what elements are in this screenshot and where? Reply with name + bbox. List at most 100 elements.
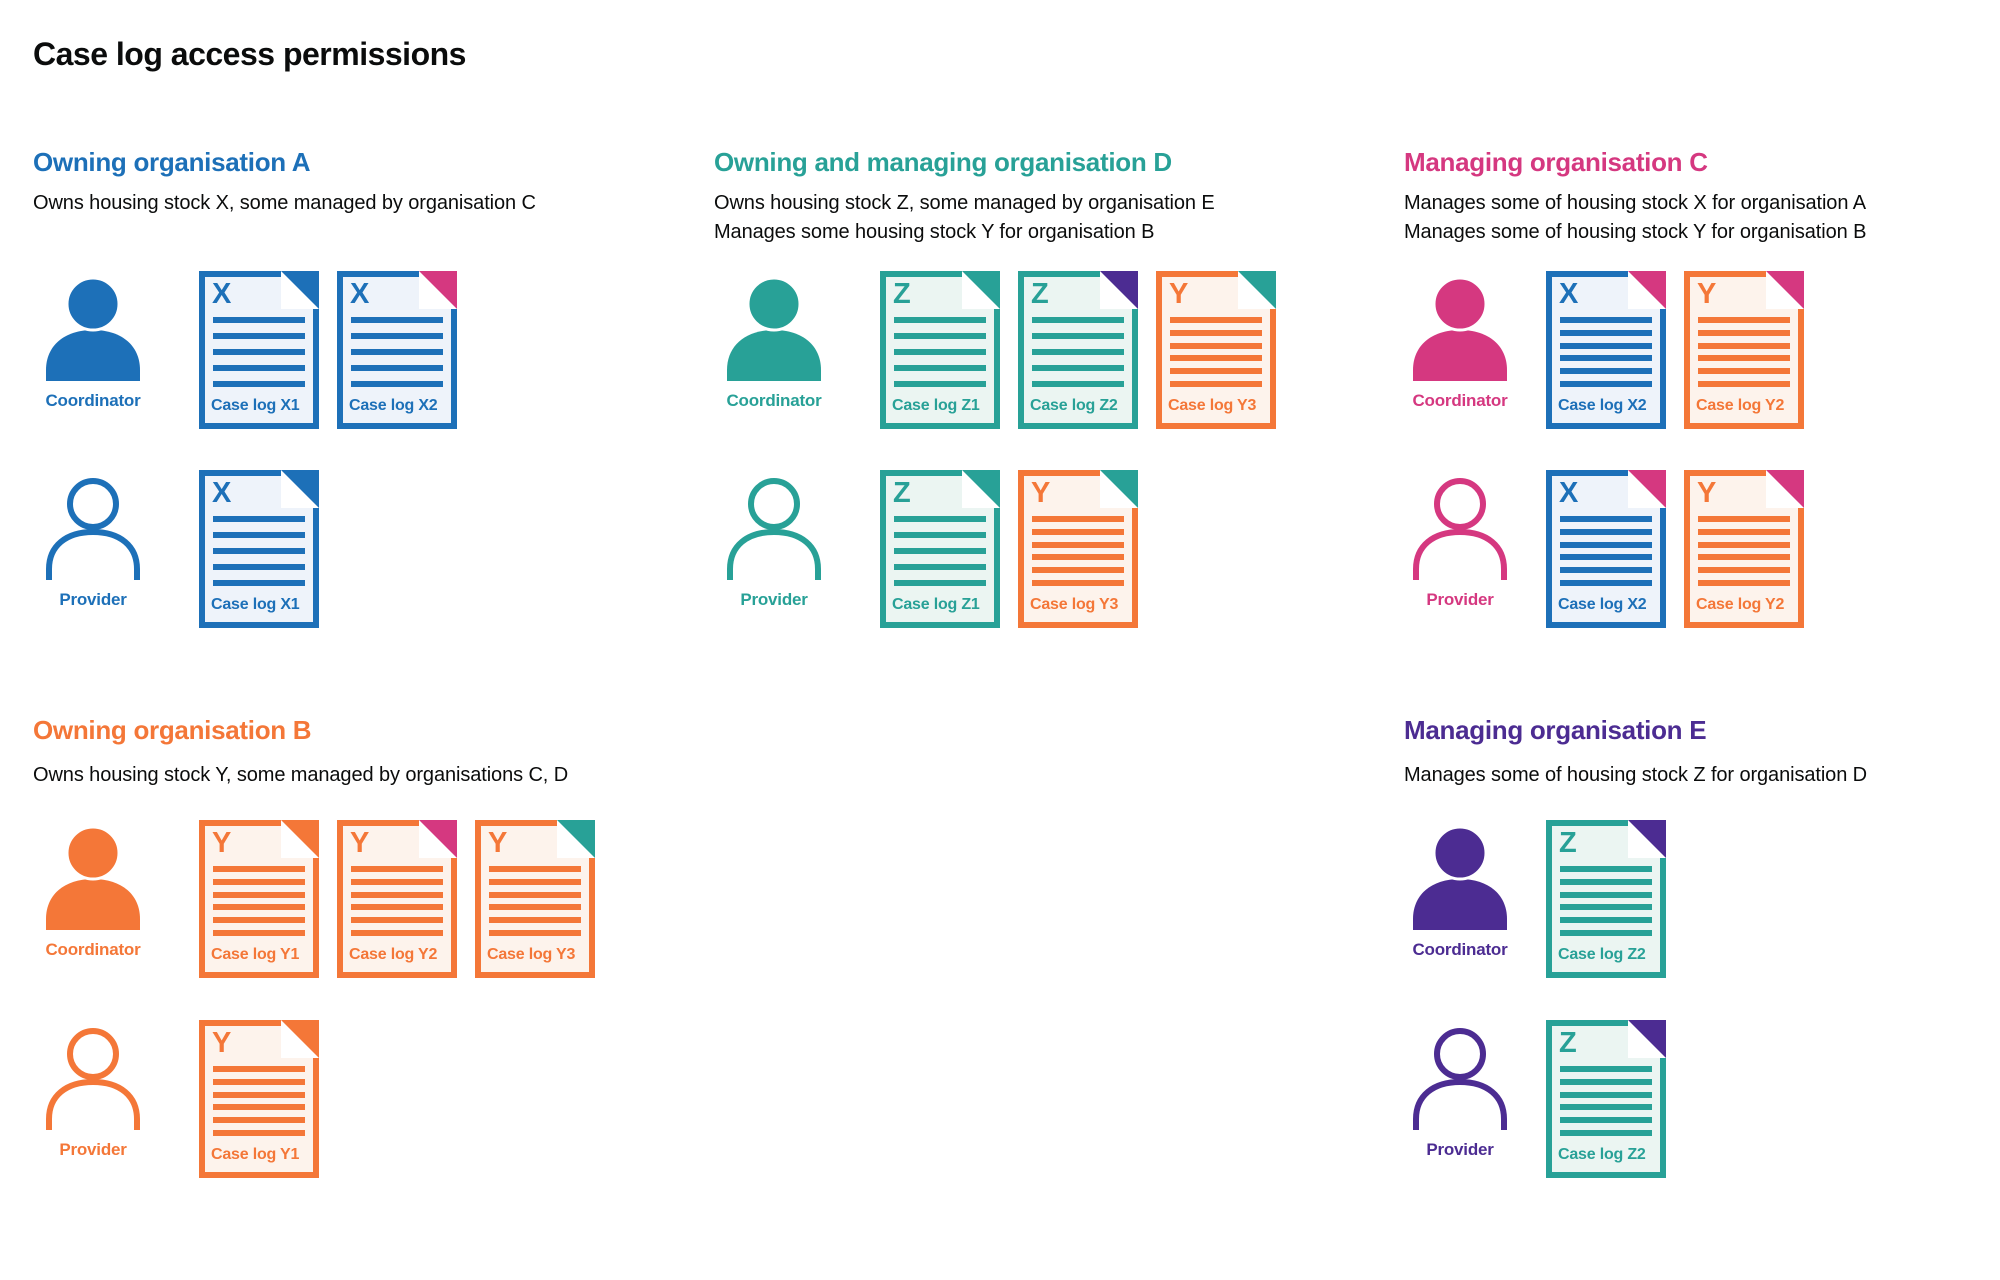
fold-flap-icon (281, 271, 319, 309)
case-log-document: Y Case log Y3 (1156, 271, 1276, 429)
person-role-label: Coordinator (45, 391, 141, 410)
person-role-label: Provider (740, 590, 808, 609)
text-line (351, 929, 443, 936)
case-log-documents: Z Case log Z2 (1546, 1020, 1666, 1178)
case-log-document: X Case log X2 (1546, 271, 1666, 429)
section-title: Owning and managing organisation D (714, 147, 1172, 177)
text-line (489, 891, 581, 898)
section-owning-organisation-b: Owning organisation B Owns housing stock … (33, 715, 693, 1178)
text-line (1032, 528, 1124, 535)
text-line (1698, 554, 1790, 561)
case-log-documents: X Case log X1 X Case log X2 (199, 271, 457, 429)
section-owning-organisation-a: Owning organisation A Owns housing stock … (33, 147, 693, 628)
text-line (894, 333, 986, 339)
folded-corner-icon (1100, 470, 1138, 508)
text-line (1560, 904, 1652, 911)
folded-corner-icon (1238, 271, 1276, 309)
text-line (1032, 567, 1124, 574)
text-line (213, 866, 305, 872)
document-text-lines (1698, 317, 1790, 387)
text-line (213, 333, 305, 339)
case-log-label: Case log Y1 (211, 1146, 300, 1163)
stock-letter: Y (1169, 278, 1189, 310)
text-line (894, 516, 986, 522)
case-log-document: Y Case log Y2 (1684, 271, 1804, 429)
text-line (1032, 317, 1124, 323)
text-line (1170, 317, 1262, 323)
text-line (1698, 329, 1790, 336)
document-text-lines (1698, 516, 1790, 586)
text-line (1032, 349, 1124, 355)
case-log-label: Case log Z2 (1558, 1146, 1646, 1163)
coordinator-person-icon (724, 277, 824, 381)
text-line (1560, 891, 1652, 898)
stock-letter: X (212, 477, 232, 509)
text-line (1560, 528, 1652, 535)
text-line (213, 381, 305, 387)
text-line (213, 878, 305, 885)
section-title: Managing organisation C (1404, 147, 1708, 177)
provider-person-icon (1410, 1026, 1510, 1130)
permission-row-coordinator: Coordinator Z Case log Z1 Z Case log Z2 Y Case… (714, 271, 1276, 429)
text-line (351, 333, 443, 339)
case-log-label: Case log X1 (211, 596, 300, 613)
text-line (213, 580, 305, 586)
case-log-document: Y Case log Y1 (199, 820, 319, 978)
text-line (1560, 579, 1652, 586)
text-line (213, 365, 305, 371)
permission-row-provider: Provider X Case log X1 (33, 470, 319, 628)
permission-row-coordinator: Coordinator X Case log X2 Y Case log Y2 (1404, 271, 1804, 429)
case-log-label: Case log Y3 (1168, 397, 1257, 414)
document-text-lines (1032, 317, 1124, 387)
text-line (213, 1078, 305, 1085)
stock-letter: Z (1559, 827, 1577, 859)
case-log-documents: Z Case log Z1 Y Case log Y3 (880, 470, 1138, 628)
text-line (1032, 365, 1124, 371)
case-log-document: X Case log X2 (337, 271, 457, 429)
document-text-lines (213, 1066, 305, 1136)
stock-letter: Z (893, 278, 911, 310)
fold-flap-icon (1766, 470, 1804, 508)
stock-letter: X (212, 278, 232, 310)
text-line (213, 891, 305, 898)
permission-row-provider: Provider Z Case log Z1 Y Case log Y3 (714, 470, 1138, 628)
fold-flap-icon (962, 271, 1000, 309)
text-line (213, 548, 305, 554)
text-line (1698, 342, 1790, 349)
permission-row-coordinator: Coordinator Y Case log Y1 Y Case log Y2 Y Case… (33, 820, 595, 978)
text-line (489, 904, 581, 911)
text-line (1170, 355, 1262, 362)
folded-corner-icon (1628, 470, 1666, 508)
text-line (351, 365, 443, 371)
text-line (1170, 342, 1262, 349)
fold-flap-icon (281, 820, 319, 858)
text-line (1560, 1078, 1652, 1085)
fold-flap-icon (419, 271, 457, 309)
text-line (1560, 541, 1652, 548)
coordinator-person-icon (43, 826, 143, 930)
text-line (894, 548, 986, 554)
section-description: Manages some of housing stock Z for orga… (1404, 761, 1867, 790)
folded-corner-icon (557, 820, 595, 858)
person-role-label: Provider (1426, 1140, 1494, 1159)
folded-corner-icon (1628, 820, 1666, 858)
coordinator-figure: Coordinator (1410, 820, 1510, 960)
section-description: Owns housing stock X, some managed by or… (33, 189, 536, 218)
document-text-lines (1032, 516, 1124, 586)
text-line (1698, 380, 1790, 387)
text-line (1560, 1091, 1652, 1098)
text-line (1170, 329, 1262, 336)
case-log-document: Y Case log Y1 (199, 1020, 319, 1178)
case-log-document: Z Case log Z2 (1546, 820, 1666, 978)
stock-letter: Z (1031, 278, 1049, 310)
section-description: Owns housing stock Z, some managed by or… (714, 189, 1215, 247)
section-title: Owning organisation B (33, 715, 312, 745)
case-log-document: Z Case log Z1 (880, 271, 1000, 429)
description-line: Owns housing stock Y, some managed by or… (33, 764, 569, 786)
text-line (351, 317, 443, 323)
text-line (1032, 516, 1124, 522)
fold-flap-icon (281, 1020, 319, 1058)
text-line (1698, 528, 1790, 535)
text-line (1560, 567, 1652, 574)
case-log-documents: Y Case log Y1 (199, 1020, 319, 1178)
